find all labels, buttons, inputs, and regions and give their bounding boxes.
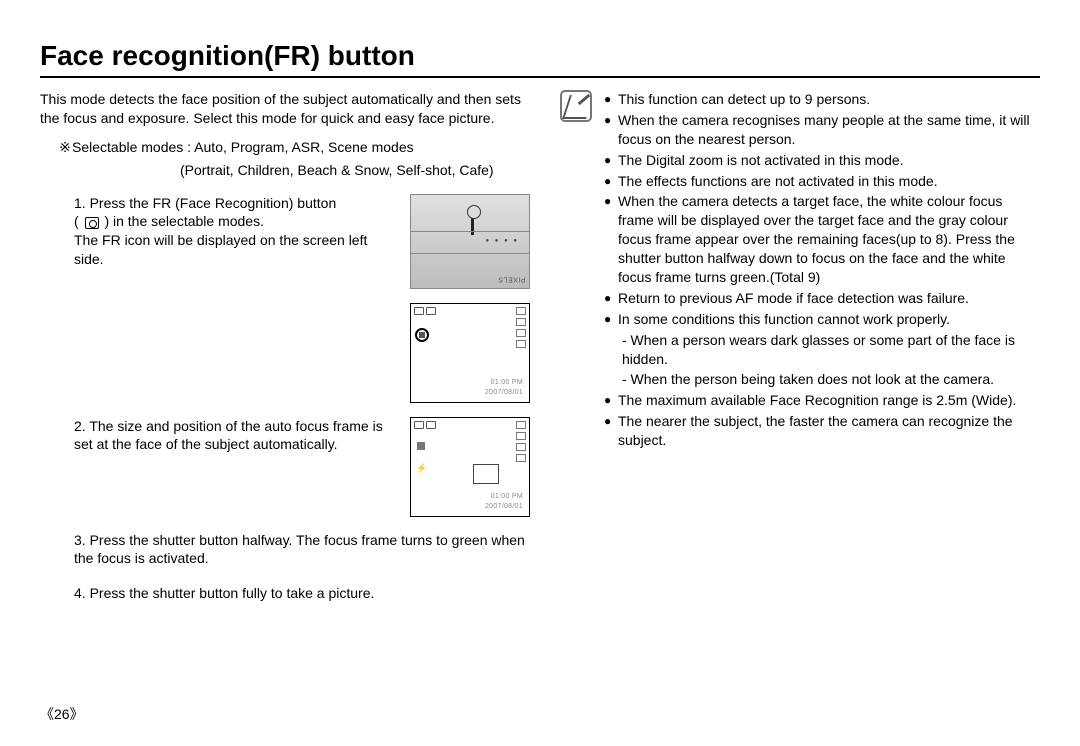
step-2: 2. The size and position of the auto foc… (40, 417, 530, 517)
focus-frame (473, 464, 499, 484)
step-3: 3. Press the shutter button halfway. The… (40, 531, 530, 569)
fr-button-icon (85, 217, 99, 229)
page-title: Face recognition(FR) button (40, 40, 1040, 78)
intro-text: This mode detects the face position of t… (40, 90, 530, 128)
step-1-line-3: The FR icon will be displayed on the scr… (74, 231, 394, 269)
camera-dots: ● ● ● ● (486, 237, 520, 245)
note-item: ●This function can detect up to 9 person… (604, 90, 1040, 109)
left-column: This mode detects the face position of t… (40, 90, 530, 619)
step-1-line-1: 1. Press the FR (Face Recognition) butto… (74, 194, 394, 213)
star-icon: ※ (58, 138, 72, 157)
note-icon (560, 90, 592, 122)
selectable-modes: ※Selectable modes : Auto, Program, ASR, … (40, 138, 530, 157)
lcd-time: 01:00 PM (491, 378, 523, 387)
note-item: ●The effects functions are not activated… (604, 172, 1040, 191)
pixels-label: PIXELS (498, 274, 526, 283)
note-sub-item: - When the person being taken does not l… (604, 370, 1040, 389)
page-number: 《26》 (40, 704, 84, 724)
lcd-time-2: 01:00 PM (491, 492, 523, 501)
note-item: ●When the camera recognises many people … (604, 111, 1040, 149)
lcd-screen-1: 01:00 PM 2007/08/01 (410, 303, 530, 403)
lcd-1-row: 01:00 PM 2007/08/01 (40, 303, 530, 403)
note-item: ●When the camera detects a target face, … (604, 192, 1040, 286)
selectable-modes-sub: (Portrait, Children, Beach & Snow, Self-… (40, 161, 530, 180)
notes-list: ●This function can detect up to 9 person… (604, 90, 1040, 452)
note-sub-item: - When a person wears dark glasses or so… (604, 331, 1040, 369)
note-item: ●Return to previous AF mode if face dete… (604, 289, 1040, 308)
lcd-date-2: 2007/08/01 (485, 502, 523, 511)
lcd-screen-2: ⚡ 01:00 PM 2007/08/01 (410, 417, 530, 517)
right-column: ●This function can detect up to 9 person… (560, 90, 1040, 619)
flash-icon: ⚡ (416, 462, 427, 474)
note-item: ●In some conditions this function cannot… (604, 310, 1040, 329)
step-1-line-2: ( ) in the selectable modes. (74, 212, 394, 231)
note-item: ●The maximum available Face Recognition … (604, 391, 1040, 410)
note-item: ●The Digital zoom is not activated in th… (604, 151, 1040, 170)
note-item: ●The nearer the subject, the faster the … (604, 412, 1040, 450)
camera-illustration: ● ● ● ● PIXELS (410, 194, 530, 289)
step-4: 4. Press the shutter button fully to tak… (40, 584, 530, 603)
step-1: 1. Press the FR (Face Recognition) butto… (40, 194, 530, 289)
lcd-date: 2007/08/01 (485, 388, 523, 397)
